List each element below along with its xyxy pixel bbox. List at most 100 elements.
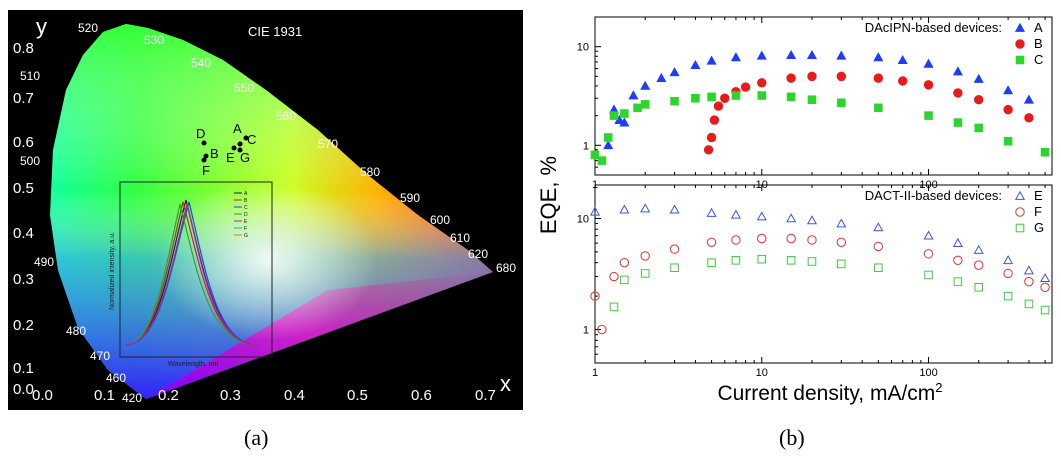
cie-point-label: B [210, 146, 219, 161]
cie-point-e [231, 145, 237, 151]
data-point-c [924, 111, 933, 120]
cie-title: CIE 1931 [248, 24, 302, 39]
data-point-a [836, 50, 847, 60]
data-point-a [603, 140, 614, 150]
data-point-c [874, 103, 883, 113]
inset-legend-label: G [244, 233, 248, 239]
x-tick-labels: 0.0 0.1 0.2 0.3 0.4 0.5 0.6 0.7 [32, 387, 496, 404]
x-tick: 0.6 [411, 387, 432, 404]
data-point-a [730, 52, 741, 62]
data-point-f [953, 255, 963, 266]
y-tick-labels: 0.8 0.7 0.6 0.5 0.4 0.3 0.2 0.1 0.0 [13, 40, 34, 398]
data-point-f [731, 235, 741, 245]
x-tick: 0.0 [32, 387, 53, 404]
data-point-e [952, 237, 963, 247]
data-point-f [1040, 282, 1050, 293]
wavelength-label: 560 [276, 109, 296, 123]
data-point-f [923, 249, 934, 259]
inset-legend-label: E [244, 219, 248, 225]
data-point-e [786, 213, 797, 223]
data-point-b [706, 132, 717, 143]
wavelength-label: 500 [20, 154, 40, 168]
data-point-g [640, 269, 650, 278]
y-tick: 0.6 [13, 134, 34, 151]
caption-a: (a) [244, 425, 269, 450]
wavelength-label: 550 [234, 81, 254, 95]
data-point-a [806, 49, 818, 60]
data-point-a [706, 55, 717, 65]
x-tick: 0.5 [347, 387, 368, 404]
data-point-c [757, 91, 767, 100]
inset-curve-d [125, 203, 259, 347]
data-point-a [897, 54, 908, 65]
data-point-f [836, 237, 847, 247]
eqe-xlabel-sup: 2 [935, 380, 942, 395]
legend-marker-c [1015, 55, 1025, 65]
data-point-a [1023, 94, 1034, 104]
wavelength-label: 490 [34, 255, 54, 269]
cie-panel: CIE 1931 y x 0.8 0.7 0.6 0.5 0.4 0.3 0.2… [8, 10, 523, 410]
data-point-e [923, 230, 934, 240]
eqe-xlabel-main: Current density, mA/cm [717, 382, 935, 405]
data-point-e [1023, 265, 1034, 275]
data-point-f [873, 241, 884, 252]
data-point-b [1003, 104, 1013, 115]
inset-legend-label: F [244, 226, 247, 232]
cie-diagram: CIE 1931 y x 0.8 0.7 0.6 0.5 0.4 0.3 0.2… [8, 10, 523, 410]
data-point-c [707, 92, 716, 102]
data-point-f [640, 251, 650, 261]
data-point-e [619, 204, 630, 214]
x-tick: 0.2 [158, 387, 179, 404]
data-point-g [786, 256, 796, 265]
wavelength-label: 510 [20, 69, 40, 83]
data-point-c [1003, 136, 1013, 146]
data-point-a [973, 73, 984, 83]
inset-ylabel: Normalized intensity, a.u. [109, 232, 116, 310]
legend-marker-f [1015, 207, 1025, 217]
y-tick: 0.5 [13, 180, 34, 197]
legend-label-b: B [1034, 36, 1043, 51]
y-tick-label: 1 [583, 325, 589, 337]
x-tick: 0.3 [220, 387, 241, 404]
data-point-e [669, 204, 680, 214]
inset-frame [119, 181, 273, 358]
data-point-c [633, 103, 642, 113]
data-point-f [706, 237, 717, 247]
data-point-f [757, 233, 767, 244]
data-point-a [873, 52, 884, 62]
data-point-f [609, 271, 619, 282]
wavelength-label: 460 [106, 371, 126, 385]
data-point-f [590, 291, 600, 301]
data-point-e [730, 209, 741, 219]
data-point-b [713, 101, 724, 111]
inset-curves [125, 199, 259, 347]
data-point-g [757, 254, 767, 264]
data-point-g [807, 257, 817, 266]
legend-title: DAcIPN-based devices: [865, 20, 1002, 35]
data-point-e [873, 222, 884, 232]
data-point-f [619, 257, 630, 268]
inset-xlabel: Wavelength, nm [168, 361, 218, 368]
wavelength-label: 580 [360, 165, 380, 179]
data-point-f [786, 233, 796, 244]
data-point-g [1040, 305, 1050, 315]
inset-curve-b [125, 201, 259, 347]
data-point-g [731, 256, 741, 265]
data-point-a [628, 90, 639, 100]
data-point-g [874, 263, 883, 273]
data-point-f [807, 235, 817, 245]
data-point-a [756, 50, 767, 60]
data-point-b [953, 88, 963, 98]
wavelength-label: 480 [66, 324, 86, 338]
x-tick-label: 1 [592, 367, 598, 379]
legend-label-e: E [1034, 188, 1043, 203]
data-point-e [589, 206, 601, 216]
data-point-a [786, 49, 797, 60]
data-point-e [706, 207, 717, 217]
data-point-e [640, 203, 651, 213]
x-tick: 0.7 [475, 387, 496, 404]
eqe-ylabel: EQE, % [540, 156, 561, 234]
wavelength-label: 530 [144, 33, 164, 47]
data-point-b [923, 80, 934, 90]
data-point-g [670, 263, 679, 273]
